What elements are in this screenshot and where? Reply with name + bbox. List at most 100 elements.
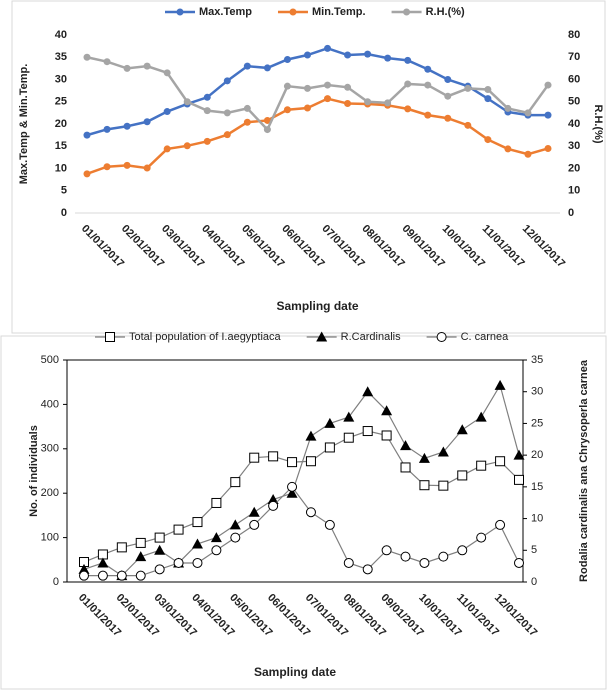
- chart-border: [0, 335, 607, 690]
- point: [544, 144, 552, 152]
- point: [404, 56, 412, 64]
- point: [344, 83, 352, 91]
- point: [444, 92, 452, 100]
- y2-tick-label: 20: [531, 449, 543, 461]
- point: [381, 545, 392, 556]
- point: [287, 457, 298, 468]
- y-axis-title: Max.Temp & Min.Temp.: [18, 64, 30, 185]
- y2-tick-label: 50: [568, 96, 580, 108]
- point: [364, 98, 372, 106]
- point: [524, 109, 532, 117]
- point: [116, 570, 127, 581]
- point: [324, 442, 335, 453]
- point: [154, 532, 165, 543]
- point: [154, 544, 166, 555]
- point: [287, 481, 298, 492]
- point: [513, 449, 525, 460]
- point: [343, 411, 355, 422]
- y-tick-label: 30: [55, 73, 67, 85]
- point: [437, 446, 449, 457]
- point: [384, 99, 392, 107]
- y-axis-title: No. of individuals: [28, 425, 40, 517]
- x-tick-label: 11/01/2017: [480, 223, 527, 270]
- y-tick-label: 40: [55, 29, 67, 41]
- point: [324, 417, 336, 428]
- y2-tick-label: 15: [531, 481, 543, 493]
- legend-marker: [436, 332, 447, 342]
- point: [183, 142, 191, 150]
- point: [362, 386, 374, 397]
- point: [362, 564, 373, 575]
- point: [143, 118, 151, 126]
- x-axis-title: Sampling date: [276, 299, 358, 313]
- point: [249, 452, 260, 463]
- point: [248, 506, 260, 517]
- y2-axis-title: R.H.(%): [592, 104, 604, 143]
- point: [210, 532, 222, 543]
- point: [283, 106, 291, 114]
- point: [324, 81, 332, 89]
- point: [192, 557, 203, 568]
- y2-tick-label: 5: [531, 544, 537, 556]
- point: [419, 557, 430, 568]
- point: [476, 460, 487, 471]
- point: [457, 470, 468, 481]
- point: [249, 519, 260, 530]
- point: [268, 451, 279, 462]
- point: [305, 456, 316, 467]
- point: [438, 551, 449, 562]
- point: [229, 519, 241, 530]
- point: [384, 54, 392, 62]
- y2-tick-label: 10: [568, 185, 580, 197]
- point: [303, 104, 311, 112]
- point: [135, 551, 147, 562]
- y2-tick-label: 40: [568, 118, 580, 130]
- y2-tick-label: 20: [568, 162, 580, 174]
- point: [143, 164, 151, 172]
- point: [230, 477, 241, 488]
- point: [211, 545, 222, 556]
- point: [400, 551, 411, 562]
- x-axis-title: Sampling date: [254, 665, 336, 679]
- point: [456, 424, 468, 435]
- point: [263, 116, 271, 124]
- legend-marker: [403, 8, 411, 16]
- legend-label: R.H.(%): [426, 6, 465, 18]
- y2-tick-label: 70: [568, 51, 580, 63]
- point: [135, 570, 146, 581]
- point: [143, 62, 151, 70]
- point: [97, 570, 108, 581]
- point: [83, 131, 91, 139]
- point: [324, 95, 332, 103]
- point: [192, 517, 203, 528]
- y-tick-label: 10: [55, 162, 67, 174]
- point: [243, 62, 251, 70]
- point: [324, 44, 332, 52]
- point: [324, 519, 335, 530]
- point: [79, 570, 89, 581]
- point: [123, 161, 131, 169]
- point: [404, 105, 412, 113]
- point: [381, 405, 393, 416]
- point: [444, 114, 452, 122]
- point: [343, 432, 354, 443]
- legend-marker: [316, 331, 328, 342]
- point: [494, 379, 506, 390]
- point: [123, 122, 131, 130]
- point: [116, 542, 127, 553]
- point: [173, 557, 184, 568]
- point: [464, 84, 472, 92]
- legend-label: Min.Temp.: [312, 6, 366, 18]
- point: [163, 108, 171, 116]
- y-tick-label: 5: [61, 185, 67, 197]
- point: [305, 507, 316, 518]
- point: [514, 557, 524, 568]
- point: [135, 537, 146, 548]
- x-tick-label: 12/01/2017: [520, 223, 567, 270]
- legend-label: C. carnea: [461, 331, 510, 343]
- point: [243, 104, 251, 112]
- point: [103, 58, 111, 66]
- y-tick-label: 0: [61, 207, 67, 219]
- point: [211, 497, 222, 508]
